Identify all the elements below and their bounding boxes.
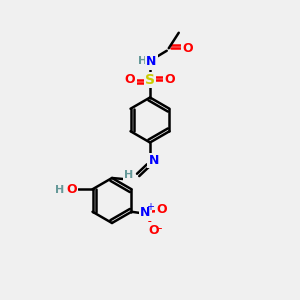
Text: N: N (146, 56, 156, 68)
Text: H: H (138, 56, 148, 67)
Text: H: H (56, 185, 64, 195)
Text: N: N (148, 154, 159, 167)
Text: H: H (124, 170, 134, 180)
Text: +: + (146, 202, 154, 212)
Text: O: O (157, 203, 167, 216)
Text: O: O (149, 224, 159, 236)
Text: -: - (157, 222, 162, 235)
Text: O: O (66, 183, 76, 196)
Text: O: O (125, 74, 135, 86)
Text: O: O (182, 42, 193, 55)
Text: N: N (140, 206, 150, 220)
Text: S: S (145, 73, 155, 87)
Text: O: O (165, 74, 175, 86)
